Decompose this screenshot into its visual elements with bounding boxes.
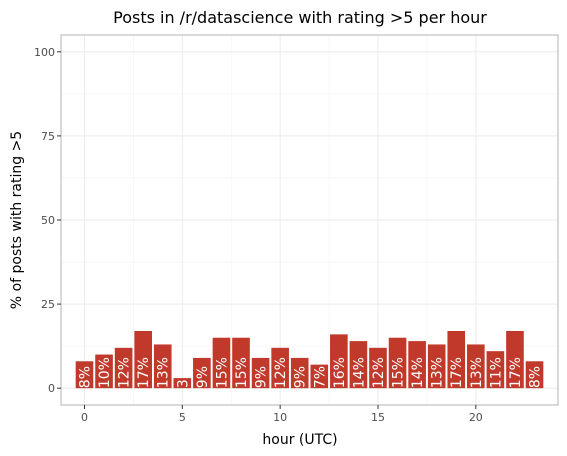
bar-value-label: 8%	[77, 366, 93, 388]
y-tick-label: 50	[41, 214, 55, 227]
bar-value-label: 14%	[351, 357, 367, 388]
chart-title: Posts in /r/datascience with rating >5 p…	[113, 8, 487, 27]
y-axis-ticks: 0 25 50 75 100	[34, 46, 61, 395]
bar-value-label: 9%	[254, 366, 270, 388]
bar-value-label: 3	[175, 379, 191, 388]
bar	[525, 361, 544, 389]
bar-value-label: 14%	[410, 357, 426, 388]
bar	[75, 361, 94, 389]
bar-labels: 8% 10% 12% 17% 13% 3 9% 15% 15% 9% 12% 9% 7% 16% 14% 12…	[77, 357, 543, 388]
bar	[290, 357, 309, 389]
bar-value-label: 8%	[528, 366, 544, 388]
bar-value-label: 9%	[195, 366, 211, 388]
bar	[369, 347, 387, 389]
bar	[232, 337, 250, 389]
bar	[134, 331, 152, 389]
y-tick-label: 0	[48, 382, 55, 395]
bar	[251, 357, 270, 389]
bar-value-label: 12%	[273, 357, 289, 388]
bar	[153, 344, 172, 389]
bar	[349, 341, 368, 389]
x-tick-label: 0	[81, 411, 88, 424]
bar-value-label: 17%	[136, 357, 152, 388]
bar	[388, 337, 407, 389]
y-tick-label: 25	[41, 298, 55, 311]
bar	[427, 344, 446, 389]
x-tick-label: 20	[469, 411, 483, 424]
x-tick-label: 15	[371, 411, 385, 424]
bar-value-label: 13%	[430, 357, 446, 388]
bar	[95, 354, 113, 389]
bar	[193, 357, 211, 389]
bar	[271, 347, 289, 389]
bar	[506, 331, 524, 389]
bar-value-label: 11%	[488, 357, 504, 388]
y-axis-title: % of posts with rating >5	[9, 131, 25, 309]
bar-value-label: 15%	[214, 357, 230, 388]
x-tick-label: 5	[179, 411, 186, 424]
bar-value-label: 17%	[508, 357, 524, 388]
bar-value-label: 7%	[312, 366, 328, 388]
bar-value-label: 15%	[234, 357, 250, 388]
bar-value-label: 13%	[156, 357, 172, 388]
bar-value-label: 12%	[371, 357, 387, 388]
bar	[173, 378, 192, 389]
x-tick-label: 10	[273, 411, 287, 424]
bars	[75, 331, 544, 389]
bar	[486, 351, 505, 389]
bar-value-label: 9%	[293, 366, 309, 388]
bar	[408, 341, 426, 389]
bar	[212, 337, 231, 389]
x-axis-ticks: 0 5 10 15 20	[81, 405, 483, 424]
bar	[447, 331, 466, 389]
bar-value-label: 17%	[449, 357, 465, 388]
bar	[330, 334, 348, 389]
y-tick-label: 100	[34, 46, 55, 59]
bar-value-label: 16%	[332, 357, 348, 388]
y-tick-label: 75	[41, 130, 55, 143]
bar	[467, 344, 485, 389]
bar-value-label: 13%	[469, 357, 485, 388]
bar	[310, 364, 329, 389]
x-axis-title: hour (UTC)	[262, 432, 337, 448]
bar-value-label: 10%	[97, 357, 113, 388]
bar-value-label: 12%	[117, 357, 133, 388]
bar-value-label: 15%	[391, 357, 407, 388]
bar	[114, 347, 133, 389]
